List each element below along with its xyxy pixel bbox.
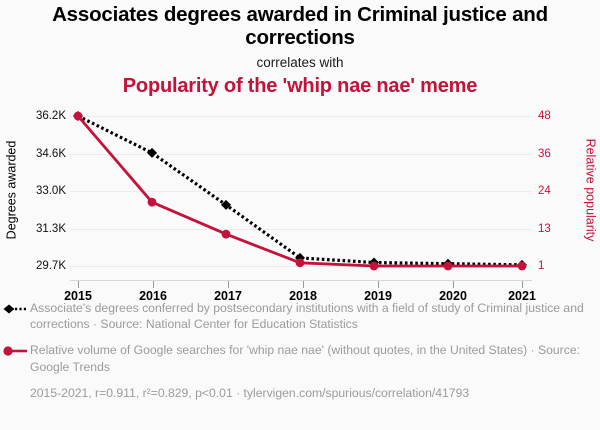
chart-title-connector: correlates with bbox=[256, 54, 344, 70]
x-tick-mark bbox=[78, 281, 79, 288]
x-tick-label: 2017 bbox=[214, 289, 242, 303]
y-axis-left-title-text: Degrees awarded bbox=[4, 140, 19, 240]
y-tick-left: 31.3K bbox=[35, 223, 66, 235]
plot-wrapper: Degrees awarded Relative popularity 36.2… bbox=[0, 100, 600, 303]
y-tick-right: 1 bbox=[538, 260, 545, 272]
series-marker bbox=[295, 258, 305, 268]
y-axis-right-ticks: 48 36 24 13 1 bbox=[534, 100, 578, 280]
x-tick-label: 2015 bbox=[64, 289, 92, 303]
y-tick-right: 48 bbox=[538, 110, 551, 122]
x-tick-label: 2020 bbox=[439, 289, 467, 303]
y-tick-left: 33.0K bbox=[35, 185, 66, 197]
chart-title-sub: Popularity of the 'whip nae nae' meme bbox=[122, 74, 478, 97]
legend-item-searches: Relative volume of Google searches for '… bbox=[0, 342, 600, 374]
x-tick-label: 2016 bbox=[139, 289, 167, 303]
series-marker bbox=[221, 229, 231, 239]
y-axis-right-title-text: Relative popularity bbox=[583, 138, 597, 242]
x-tick-mark bbox=[522, 281, 523, 288]
y-tick-right: 13 bbox=[538, 223, 551, 235]
gridline bbox=[70, 191, 532, 192]
y-axis-right-title: Relative popularity bbox=[581, 100, 599, 280]
x-tick-label: 2019 bbox=[364, 289, 392, 303]
y-tick-left: 36.2K bbox=[35, 110, 66, 122]
gridline bbox=[70, 154, 532, 155]
chart-footer: 2015-2021, r=0.911, r²=0.829, p<0.01 · t… bbox=[0, 385, 600, 401]
series-marker bbox=[369, 261, 379, 271]
series-marker bbox=[221, 199, 231, 210]
chart-title-block: Associates degrees awarded in Criminal j… bbox=[0, 3, 600, 98]
y-axis-left-ticks: 36.2K 34.6K 33.0K 31.3K 29.7K bbox=[18, 100, 66, 280]
x-tick-mark bbox=[228, 281, 229, 288]
series-marker bbox=[517, 261, 527, 271]
x-tick-label: 2018 bbox=[289, 289, 317, 303]
red-solid-circle-key-icon bbox=[3, 346, 27, 357]
x-tick-label: 2021 bbox=[508, 289, 536, 303]
x-tick-mark bbox=[153, 281, 154, 288]
y-tick-right: 24 bbox=[538, 185, 551, 197]
chart-legend: Associate's degrees conferred by postsec… bbox=[0, 300, 600, 401]
legend-item-degrees: Associate's degrees conferred by postsec… bbox=[0, 300, 600, 332]
y-tick-left: 34.6K bbox=[35, 148, 66, 160]
x-tick-mark bbox=[378, 281, 379, 288]
y-tick-right: 36 bbox=[538, 148, 551, 160]
series-line bbox=[76, 115, 522, 268]
black-dotted-diamond-key-icon bbox=[3, 304, 27, 314]
series-marker bbox=[147, 197, 157, 207]
x-tick-mark bbox=[453, 281, 454, 288]
gridline bbox=[70, 116, 532, 117]
series-marker bbox=[443, 261, 453, 271]
series-plot bbox=[73, 111, 527, 271]
x-axis-line bbox=[70, 280, 532, 281]
chart-title-main: Associates degrees awarded in Criminal j… bbox=[52, 3, 548, 49]
chart-footer-text: 2015-2021, r=0.911, r²=0.829, p<0.01 · t… bbox=[30, 385, 470, 400]
series-marker bbox=[147, 147, 157, 158]
plot-area: 2015 2016 2017 2018 2019 2020 2021 bbox=[64, 100, 536, 303]
x-tick-mark bbox=[303, 281, 304, 288]
y-tick-left: 29.7K bbox=[35, 260, 66, 272]
series-line bbox=[77, 114, 523, 267]
legend-item-searches-label: Relative volume of Google searches for '… bbox=[30, 343, 581, 374]
series-marker bbox=[73, 111, 83, 121]
gridline bbox=[70, 229, 532, 230]
legend-item-degrees-label: Associate's degrees conferred by postsec… bbox=[30, 301, 584, 332]
